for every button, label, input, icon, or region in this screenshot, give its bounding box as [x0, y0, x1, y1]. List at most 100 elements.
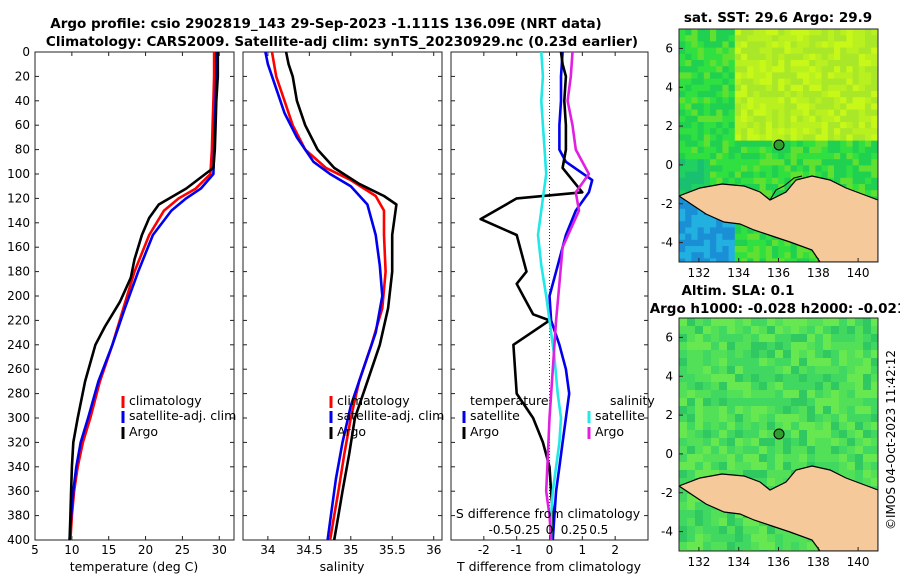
- sst-cell: [753, 84, 761, 92]
- sst-cell: [679, 246, 686, 253]
- sst-cell: [747, 134, 754, 142]
- sst-cell: [821, 109, 829, 117]
- sst-cell: [852, 41, 860, 49]
- sst-cell: [784, 72, 792, 80]
- sst-cell: [759, 53, 767, 61]
- sst-cell: [734, 221, 742, 228]
- depth-tick-label: 300: [7, 411, 30, 425]
- sst-cell: [871, 115, 878, 123]
- sst-cell: [679, 35, 686, 42]
- sst-cell: [815, 97, 823, 104]
- sst-cell: [827, 35, 835, 42]
- sst-cell: [685, 128, 692, 135]
- sst-cell: [691, 134, 699, 142]
- sst-cell: [871, 134, 878, 142]
- sst-cell: [728, 97, 736, 104]
- sla-cell: [687, 542, 696, 551]
- sla-cell: [719, 438, 728, 447]
- temperature-legend: climatology satellite-adj. clim Argo: [121, 393, 236, 439]
- sst-cell: [691, 84, 699, 92]
- sst-cell: [697, 252, 705, 259]
- sla-cell: [711, 342, 720, 351]
- sst-cell: [685, 103, 692, 111]
- sst-cell: [685, 97, 692, 104]
- sla-cell: [871, 430, 878, 439]
- sst-cell: [809, 252, 816, 259]
- sst-cell: [840, 47, 847, 55]
- sst-cell: [722, 233, 730, 241]
- sla-cell: [743, 422, 752, 431]
- sst-cell: [753, 252, 761, 259]
- sla-cell: [823, 350, 832, 359]
- sst-cell: [827, 146, 835, 154]
- sst-cell: [703, 153, 711, 160]
- sst-cell: [697, 177, 705, 185]
- sla-cell: [719, 318, 728, 327]
- sst-cell: [803, 35, 810, 42]
- sla-cell: [831, 454, 840, 463]
- sst-cell: [679, 171, 686, 179]
- sla-cell: [823, 422, 832, 431]
- sst-cell: [772, 78, 779, 86]
- sla-cell: [727, 326, 736, 335]
- sst-cell: [821, 140, 829, 148]
- sst-cell: [796, 109, 804, 117]
- sla-cell: [735, 422, 744, 431]
- sla-cell: [855, 350, 864, 359]
- sst-cell: [815, 53, 823, 61]
- sla-cell: [799, 446, 808, 455]
- sst-cell: [834, 109, 841, 117]
- sla-cell: [735, 542, 744, 551]
- sst-cell: [716, 258, 723, 262]
- sst-cell: [710, 41, 717, 49]
- sst-cell: [734, 171, 742, 179]
- sla-cell: [823, 382, 832, 391]
- sst-cell: [871, 190, 878, 197]
- sst-cell: [858, 53, 866, 61]
- sla-cell: [855, 342, 864, 351]
- sst-cell: [834, 171, 841, 179]
- sst-cell: [753, 122, 761, 129]
- sst-cell: [784, 47, 792, 55]
- sla-cell: [815, 414, 824, 423]
- sst-cell: [685, 72, 692, 80]
- sst-cell: [747, 78, 754, 86]
- sla-cell: [783, 398, 792, 407]
- sst-cell: [803, 258, 810, 262]
- sst-cell: [734, 146, 742, 154]
- sla-cell: [679, 342, 688, 351]
- sst-cell: [809, 103, 816, 111]
- sst-cell: [834, 97, 841, 104]
- sla-cell: [767, 414, 776, 423]
- sst-cell: [865, 41, 872, 49]
- coastline: [769, 175, 803, 201]
- sla-cell: [775, 366, 784, 375]
- sst-cell: [834, 140, 841, 148]
- sst-cell: [784, 91, 792, 98]
- sla-cell: [871, 382, 878, 391]
- sst-cell: [765, 109, 773, 117]
- sst-cell: [778, 128, 785, 135]
- sst-cell: [728, 227, 736, 235]
- sla-cell: [831, 326, 840, 335]
- sst-cell: [796, 258, 804, 262]
- x-tick-label: -1: [511, 543, 523, 557]
- sst-cell: [716, 227, 723, 235]
- sst-cell: [871, 184, 878, 191]
- sla-cell: [799, 334, 808, 343]
- sst-cell: [703, 103, 711, 111]
- sst-cell: [852, 184, 860, 191]
- sst-cell: [679, 146, 686, 154]
- sst-cell: [778, 72, 785, 80]
- sst-cell: [765, 171, 773, 179]
- sst-cell: [846, 41, 854, 49]
- sst-cell: [679, 159, 686, 166]
- sst-cell: [747, 103, 754, 111]
- sst-cell: [790, 109, 798, 117]
- sst-cell: [772, 190, 779, 197]
- sst-cell: [685, 239, 692, 247]
- sla-cell: [775, 398, 784, 407]
- imos-timestamp: ©IMOS 04-Oct-2023 11:42:12: [884, 350, 898, 530]
- sla-cell: [871, 454, 878, 463]
- sst-cell: [759, 103, 767, 111]
